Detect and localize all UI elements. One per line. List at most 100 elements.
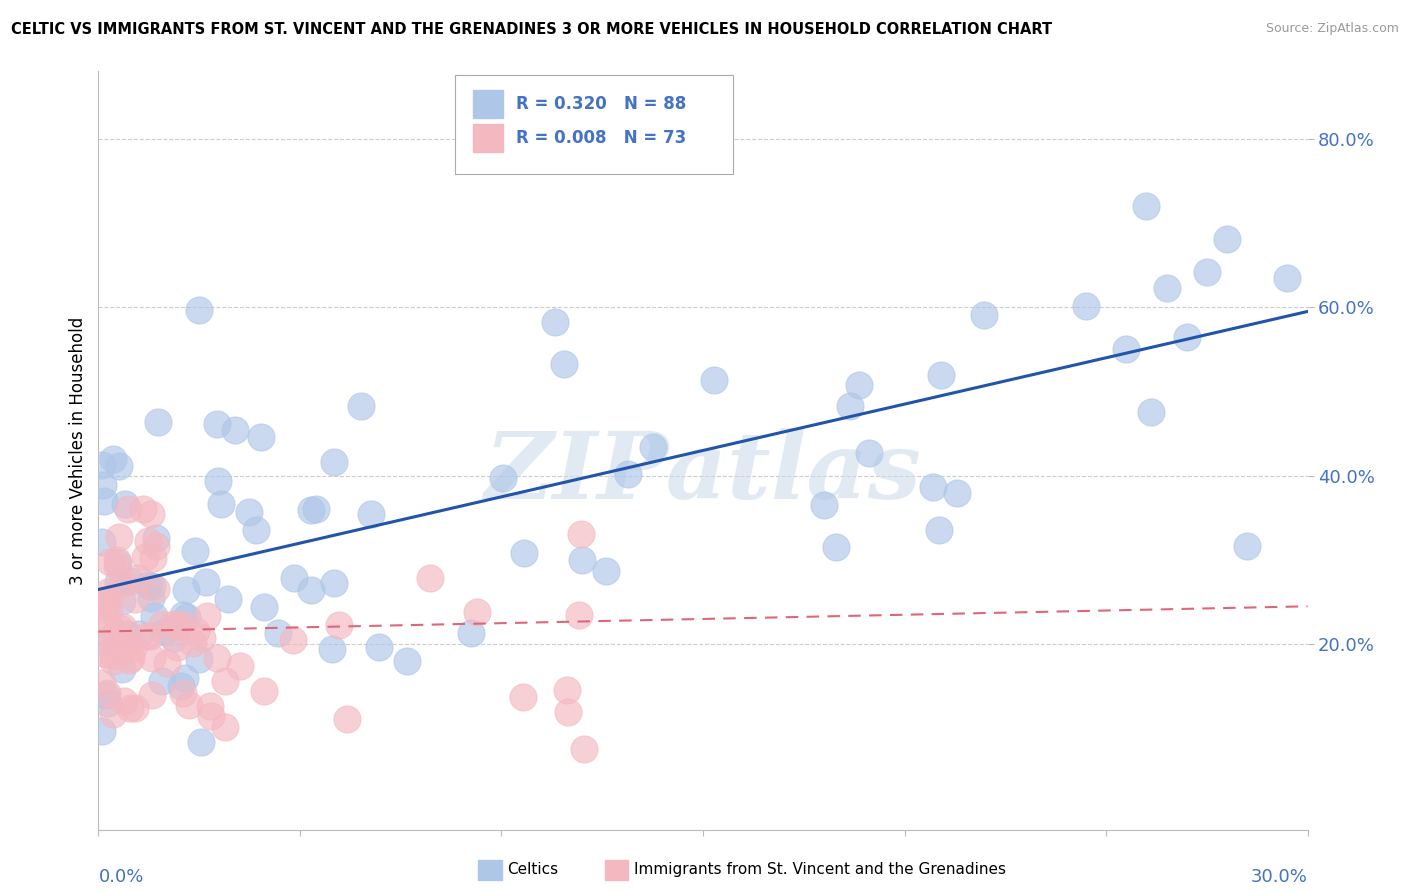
- Point: [122, 641, 145, 656]
- Point: [172, 617, 194, 632]
- Point: [96, 688, 118, 702]
- Point: [174, 671, 197, 685]
- Point: [703, 373, 725, 387]
- Point: [105, 558, 128, 573]
- Point: [172, 608, 194, 623]
- Point: [91, 534, 114, 549]
- Point: [94, 647, 117, 661]
- Point: [946, 485, 969, 500]
- Point: [205, 417, 228, 432]
- Point: [184, 543, 207, 558]
- Point: [1277, 270, 1299, 285]
- Point: [190, 735, 212, 749]
- Point: [139, 629, 162, 643]
- Point: [205, 651, 228, 665]
- Point: [569, 527, 592, 541]
- Point: [142, 609, 165, 624]
- Point: [304, 502, 326, 516]
- Point: [152, 673, 174, 688]
- Point: [195, 609, 218, 624]
- Point: [118, 637, 141, 651]
- Point: [103, 707, 125, 722]
- Text: Celtics: Celtics: [508, 863, 558, 877]
- Point: [153, 625, 176, 640]
- Point: [105, 553, 128, 567]
- Point: [97, 603, 120, 617]
- Point: [135, 629, 157, 643]
- Point: [323, 576, 346, 591]
- Point: [1175, 329, 1198, 343]
- Point: [1195, 265, 1218, 279]
- Point: [91, 458, 114, 472]
- Point: [245, 523, 267, 537]
- Point: [112, 694, 135, 708]
- Point: [117, 502, 139, 516]
- Point: [200, 709, 222, 723]
- Point: [105, 639, 128, 653]
- Point: [299, 583, 322, 598]
- Point: [322, 455, 344, 469]
- Point: [595, 564, 617, 578]
- Point: [328, 618, 350, 632]
- Point: [336, 712, 359, 726]
- Point: [848, 378, 870, 392]
- Point: [148, 415, 170, 429]
- Point: [1139, 405, 1161, 419]
- Point: [118, 574, 141, 588]
- Point: [166, 640, 188, 654]
- Point: [224, 423, 246, 437]
- Text: 0.0%: 0.0%: [98, 869, 143, 887]
- Point: [100, 630, 122, 644]
- Point: [368, 640, 391, 654]
- Point: [101, 452, 124, 467]
- Point: [97, 584, 120, 599]
- Point: [118, 653, 141, 667]
- Point: [111, 575, 134, 590]
- Point: [94, 612, 117, 626]
- Point: [100, 621, 122, 635]
- Point: [138, 534, 160, 549]
- Point: [929, 368, 952, 382]
- Point: [141, 579, 163, 593]
- Point: [574, 742, 596, 756]
- Point: [163, 631, 186, 645]
- Point: [115, 627, 138, 641]
- Point: [108, 530, 131, 544]
- Point: [145, 582, 167, 596]
- Point: [973, 308, 995, 322]
- Point: [1236, 539, 1258, 553]
- Point: [98, 555, 121, 569]
- Text: ZIPatlas: ZIPatlas: [485, 428, 921, 518]
- Point: [145, 531, 167, 545]
- Point: [136, 578, 159, 592]
- Point: [200, 698, 222, 713]
- Point: [176, 609, 198, 624]
- Point: [134, 549, 156, 564]
- Point: [557, 706, 579, 720]
- Point: [141, 650, 163, 665]
- Point: [170, 679, 193, 693]
- Point: [858, 446, 880, 460]
- Point: [94, 598, 117, 612]
- Point: [492, 470, 515, 484]
- Point: [101, 649, 124, 664]
- Point: [253, 600, 276, 615]
- Point: [181, 636, 204, 650]
- Point: [91, 723, 114, 738]
- Point: [124, 701, 146, 715]
- Point: [186, 624, 208, 638]
- Point: [93, 494, 115, 508]
- Point: [555, 682, 578, 697]
- Point: [150, 617, 173, 632]
- Point: [97, 592, 120, 607]
- Point: [110, 622, 132, 636]
- Point: [1216, 232, 1239, 246]
- Point: [299, 503, 322, 517]
- Point: [96, 685, 118, 699]
- Point: [96, 697, 118, 711]
- Point: [253, 684, 276, 698]
- Point: [145, 540, 167, 554]
- Point: [120, 650, 142, 665]
- Point: [1156, 280, 1178, 294]
- Point: [139, 591, 162, 606]
